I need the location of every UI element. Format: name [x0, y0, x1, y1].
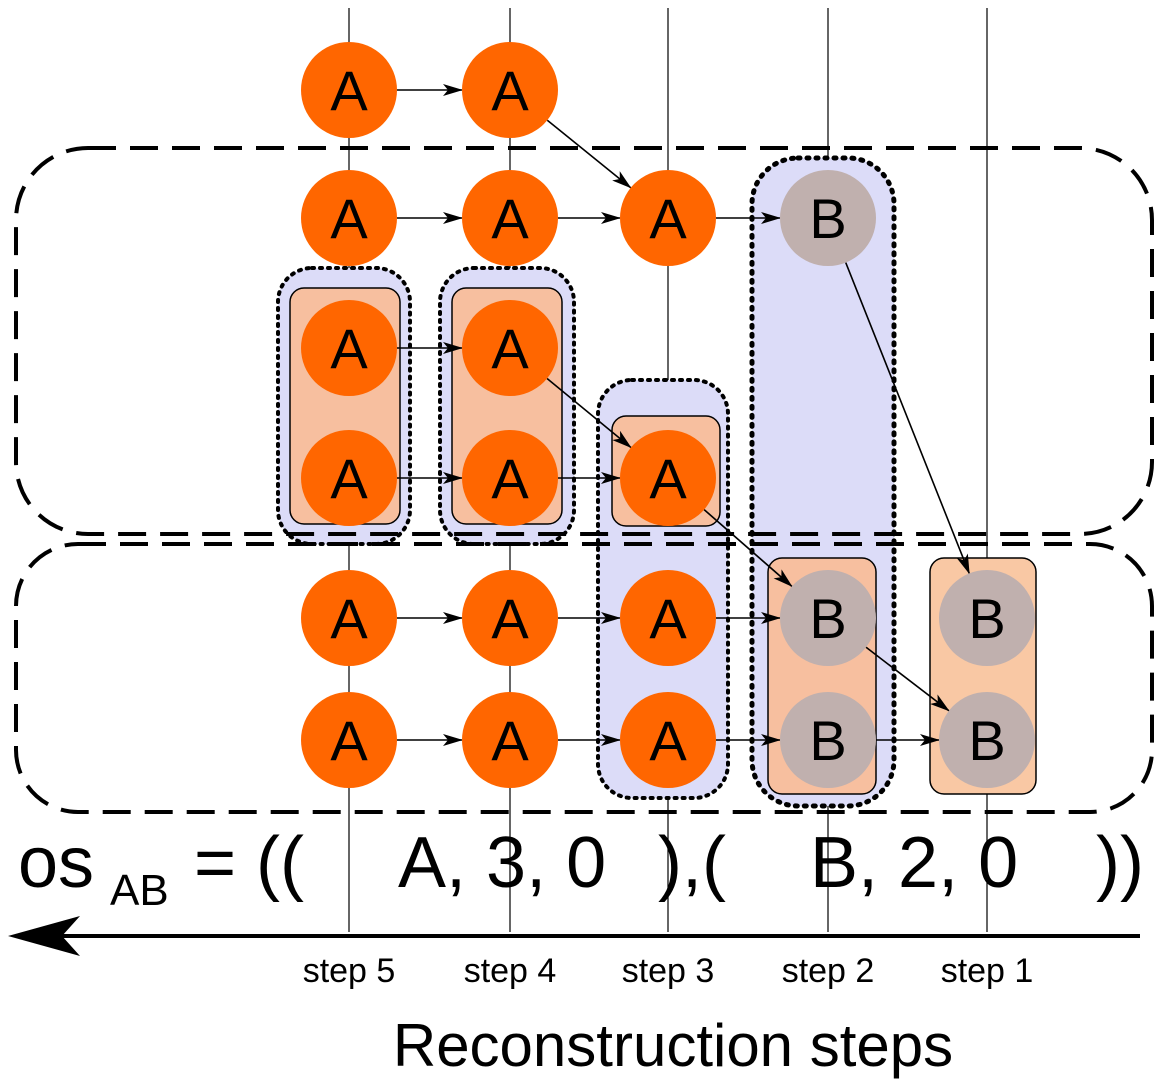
node-circle [620, 570, 716, 666]
node-a: A [301, 570, 397, 666]
node-circle [620, 430, 716, 526]
nodes: A AA A A BA AA A AA A A B BA A A B B [301, 42, 1035, 788]
node-circle [301, 42, 397, 138]
axis-arrow [8, 916, 1140, 956]
arrow-15 [865, 646, 950, 712]
formula-prefix: os [18, 823, 94, 903]
formula-subscript: AB [110, 866, 169, 915]
pattern-region-upper [14, 146, 1154, 536]
node-a: A [462, 430, 558, 526]
node-a: A [301, 430, 397, 526]
node-circle [462, 170, 558, 266]
node-label: A [330, 317, 368, 380]
node-circle [620, 170, 716, 266]
node-circle [301, 300, 397, 396]
node-label: A [330, 709, 368, 772]
step-label: step 3 [622, 952, 715, 990]
node-label: A [330, 587, 368, 650]
node-label: B [809, 709, 846, 772]
node-label: A [649, 709, 687, 772]
node-a: A [620, 170, 716, 266]
node-a: A [462, 170, 558, 266]
node-label: A [491, 587, 529, 650]
node-label: A [649, 447, 687, 510]
arrows [397, 84, 971, 746]
node-b: B [780, 170, 876, 266]
node-b: B [939, 570, 1035, 666]
node-label: A [330, 59, 368, 122]
node-label: A [491, 447, 529, 510]
formula-suffix: )) [1096, 823, 1144, 903]
node-label: B [968, 587, 1005, 650]
node-circle [939, 692, 1035, 788]
step-label: step 2 [782, 952, 875, 990]
node-b: B [780, 570, 876, 666]
pattern-region-lower [14, 542, 1154, 814]
node-a: A [620, 430, 716, 526]
step-label: step 4 [464, 952, 557, 990]
node-label: A [491, 709, 529, 772]
node-a: A [301, 692, 397, 788]
node-label: A [330, 447, 368, 510]
node-a: A [462, 570, 558, 666]
arrow-2 [546, 119, 632, 189]
node-a: A [620, 570, 716, 666]
node-a: A [462, 692, 558, 788]
node-label: A [330, 187, 368, 250]
node-a: A [301, 300, 397, 396]
node-circle [780, 570, 876, 666]
node-label: A [491, 317, 529, 380]
step-label: step 5 [303, 952, 396, 990]
node-label: B [809, 187, 846, 250]
arrow-6 [844, 262, 971, 575]
formula: os AB = (( A, 3, 0 ),( B, 2, 0 )) [18, 823, 1144, 915]
node-circle [301, 170, 397, 266]
axis-arrowhead-icon [8, 916, 80, 956]
node-label: A [491, 59, 529, 122]
arrow-11 [703, 509, 793, 588]
node-circle [462, 430, 558, 526]
node-circle [462, 300, 558, 396]
formula-equals: = (( [194, 823, 304, 903]
formula-first-tuple: A, 3, 0 [398, 823, 606, 903]
node-label: A [649, 187, 687, 250]
node-label: A [491, 187, 529, 250]
node-a: A [620, 692, 716, 788]
node-a: A [301, 42, 397, 138]
pattern-regions [14, 146, 1154, 814]
node-a: A [301, 170, 397, 266]
node-circle [780, 692, 876, 788]
step-labels: step 5 step 4 step 3 step 2 step 1 [303, 952, 1034, 990]
node-b: B [780, 692, 876, 788]
node-label: B [968, 709, 1005, 772]
node-circle [939, 570, 1035, 666]
node-b: B [939, 692, 1035, 788]
step-label: step 1 [941, 952, 1034, 990]
axis-title: Reconstruction steps [393, 1012, 953, 1079]
node-circle [462, 42, 558, 138]
node-a: A [462, 300, 558, 396]
node-circle [780, 170, 876, 266]
node-label: A [649, 587, 687, 650]
node-circle [301, 570, 397, 666]
node-circle [462, 692, 558, 788]
node-circle [301, 430, 397, 526]
formula-separator: ),( [658, 823, 726, 903]
arrow-8 [546, 377, 632, 449]
node-circle [301, 692, 397, 788]
node-a: A [462, 42, 558, 138]
node-label: B [809, 587, 846, 650]
node-circle [620, 692, 716, 788]
formula-second-tuple: B, 2, 0 [810, 823, 1018, 903]
node-circle [462, 570, 558, 666]
